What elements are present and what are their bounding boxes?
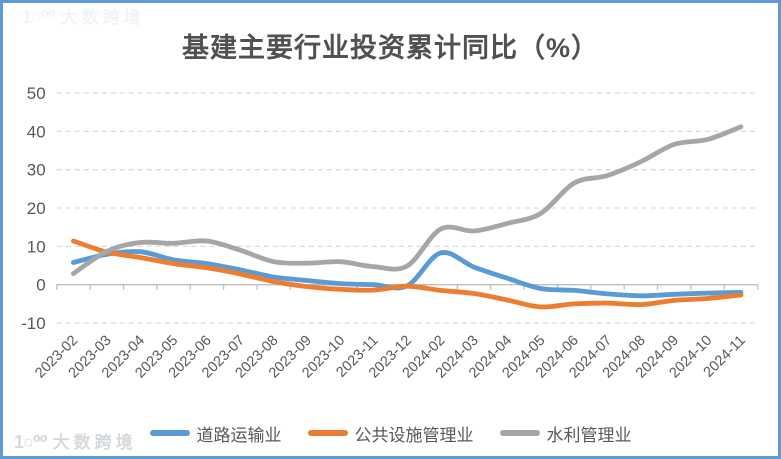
watermark-top-left: 1○⁰⁰ 大数跨境: [22, 3, 145, 28]
series-line-1: [71, 238, 744, 310]
y-axis-label: 50: [27, 84, 46, 103]
watermark-brand-text: 大数跨境: [60, 8, 145, 27]
watermark-brand-text: 大数跨境: [52, 433, 137, 452]
series-line-2: [71, 124, 744, 276]
y-axis-label: -10: [21, 314, 46, 333]
y-axis-label: 10: [27, 237, 46, 256]
y-axis-label: 40: [27, 122, 46, 141]
legend-line-marker-blue: [149, 430, 190, 436]
y-axis-label: 20: [27, 199, 46, 218]
legend-line-marker-orange: [307, 430, 348, 436]
legend: 道路运输业 公共设施管理业 水利管理业: [0, 416, 781, 450]
legend-label: 道路运输业: [196, 425, 282, 445]
legend-label: 公共设施管理业: [354, 425, 474, 445]
series-line-0: [71, 249, 744, 299]
y-axis-label: 30: [27, 161, 46, 180]
watermark-logo-icon: 1○⁰⁰: [14, 432, 48, 452]
chart-title: 基建主要行业投资累计同比（%）: [181, 33, 599, 63]
legend-item-road-transport: 道路运输业: [149, 421, 282, 446]
legend-item-water-management: 水利管理业: [499, 421, 632, 446]
legend-line-marker-gray: [499, 430, 540, 436]
watermark-bottom-left: 1○⁰⁰ 大数跨境: [14, 428, 137, 453]
legend-item-public-facilities: 公共设施管理业: [307, 421, 474, 446]
watermark-logo-icon: 1○⁰⁰: [22, 7, 56, 27]
y-axis-label: 0: [36, 276, 45, 295]
legend-label: 水利管理业: [546, 425, 632, 445]
